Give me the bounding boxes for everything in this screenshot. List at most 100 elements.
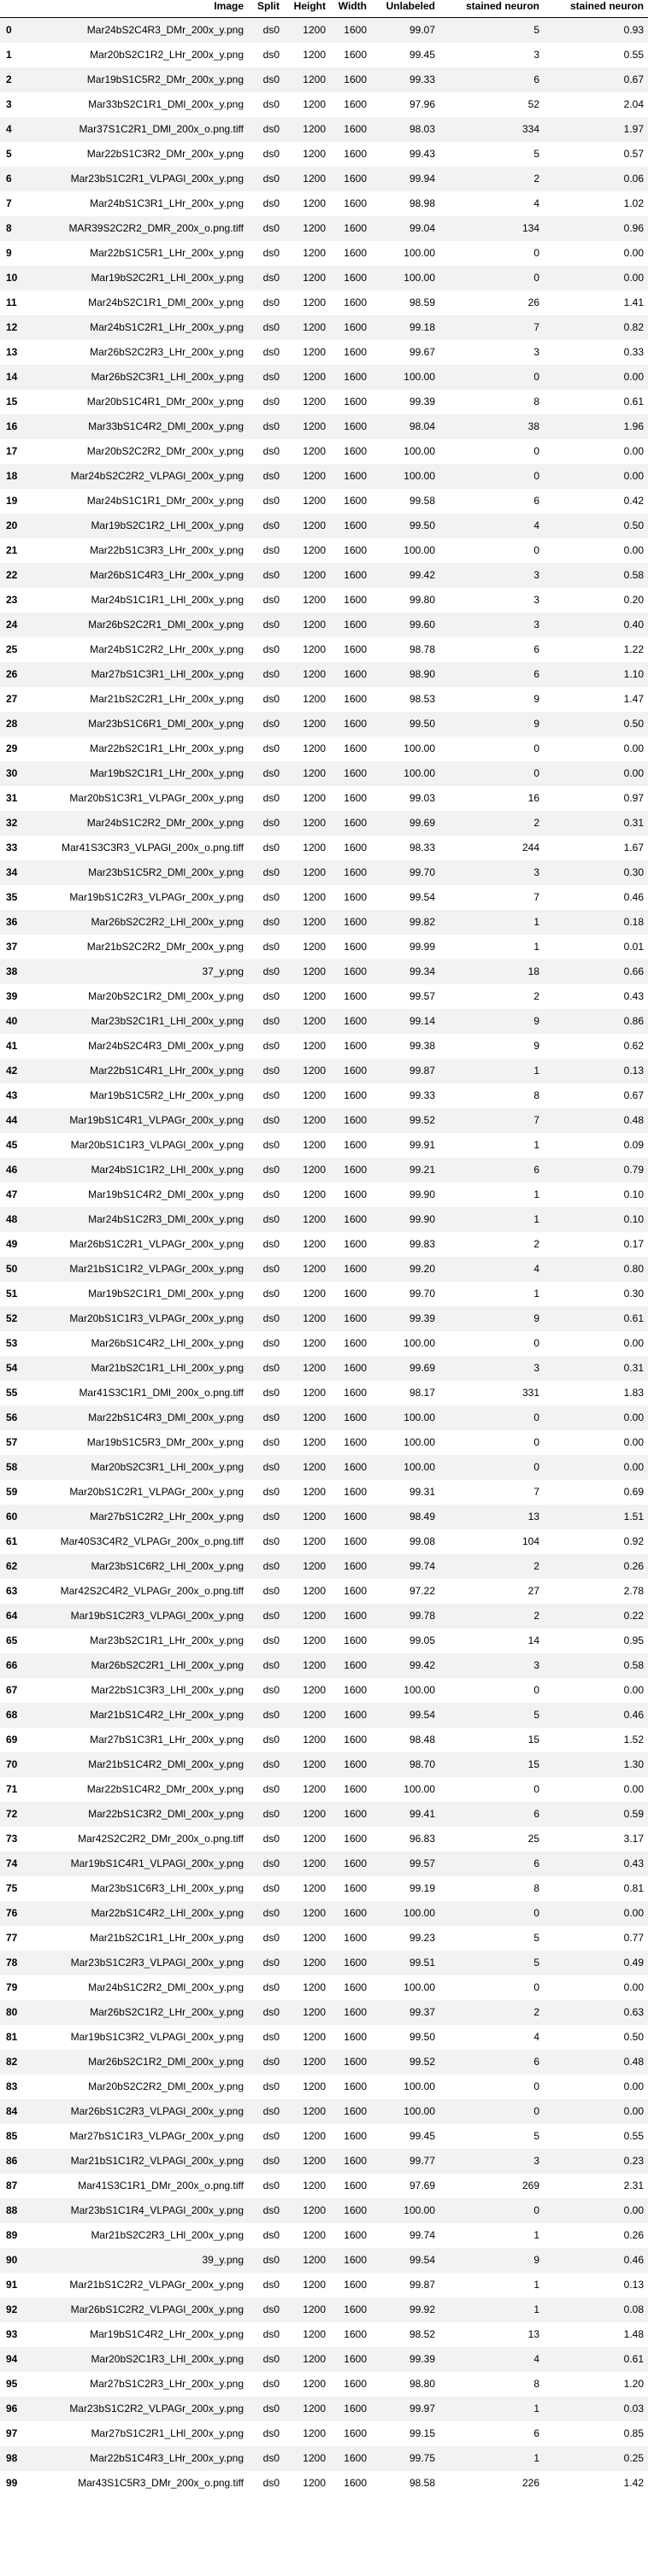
stained-neuron-count-cell: 6	[533, 1857, 539, 1869]
split-cell: ds0	[262, 569, 280, 581]
column-header-stained-neuron-percent: stained neuron	[569, 0, 644, 12]
split-cell: ds0	[262, 2080, 280, 2092]
table-row: 81 Mar19bS1C3R2_VLPAGl_200x_y.png ds0 1200 1…	[0, 2025, 648, 2050]
height-cell: 1200	[303, 2328, 326, 2340]
height-cell: 1200	[303, 445, 326, 457]
stained-neuron-count-cell: 13	[527, 1511, 539, 1523]
split-cell: ds0	[262, 1337, 280, 1349]
width-cell: 1600	[344, 123, 367, 135]
stained-neuron-count-cell: 0	[533, 2204, 539, 2216]
split-cell: ds0	[262, 123, 280, 135]
row-index: 87	[6, 2180, 18, 2192]
stained-neuron-count-cell: 1	[533, 2303, 539, 2315]
stained-neuron-count-cell: 9	[533, 1015, 539, 1027]
table-row: 21 Mar22bS1C3R3_LHr_200x_y.png ds0 1200 1600…	[0, 538, 648, 563]
stained-neuron-percent-cell: 0.10	[623, 1213, 644, 1225]
table-row: 13 Mar26bS2C2R3_LHr_200x_y.png ds0 1200 1600…	[0, 340, 648, 365]
table-row: 3 Mar33bS2C1R1_DMl_200x_y.png ds0 1200 1600 9…	[0, 92, 648, 117]
table-row: 57 Mar19bS1C5R3_DMr_200x_y.png ds0 1200 1600…	[0, 1430, 648, 1455]
image-cell: Mar26bS1C2R2_VLPAGl_200x_y.png	[70, 2303, 244, 2315]
row-index: 92	[6, 2303, 18, 2315]
width-cell: 1600	[344, 2155, 367, 2167]
stained-neuron-count-cell: 9	[533, 718, 539, 730]
width-cell: 1600	[344, 1882, 367, 1894]
width-cell: 1600	[344, 1436, 367, 1448]
unlabeled-cell: 99.57	[409, 1857, 435, 1869]
stained-neuron-percent-cell: 0.00	[623, 247, 644, 259]
table-row: 36 Mar26bS2C2R2_LHl_200x_y.png ds0 1200 1600…	[0, 910, 648, 935]
width-cell: 1600	[344, 842, 367, 854]
stained-neuron-percent-cell: 0.20	[623, 594, 644, 606]
split-cell: ds0	[262, 2328, 280, 2340]
height-cell: 1200	[303, 941, 326, 953]
split-cell: ds0	[262, 371, 280, 383]
unlabeled-cell: 99.03	[409, 792, 435, 804]
stained-neuron-percent-cell: 1.47	[623, 693, 644, 705]
row-index: 56	[6, 1411, 18, 1423]
image-cell: Mar24bS1C1R2_LHl_200x_y.png	[91, 1164, 244, 1176]
stained-neuron-count-cell: 4	[533, 519, 539, 531]
stained-neuron-count-cell: 26	[527, 296, 539, 308]
unlabeled-cell: 99.19	[409, 1882, 435, 1894]
height-cell: 1200	[303, 1585, 326, 1597]
unlabeled-cell: 99.04	[409, 222, 435, 234]
row-index: 43	[6, 1089, 18, 1101]
split-cell: ds0	[262, 2452, 280, 2464]
height-cell: 1200	[303, 1560, 326, 1572]
image-cell: Mar23bS1C6R2_LHl_200x_y.png	[91, 1560, 244, 1572]
image-cell: Mar22bS1C3R2_DMl_200x_y.png	[88, 1808, 244, 1820]
row-index: 45	[6, 1139, 18, 1151]
stained-neuron-percent-cell: 0.10	[623, 1188, 644, 1200]
stained-neuron-percent-cell: 0.26	[623, 1560, 644, 1572]
split-cell: ds0	[262, 1114, 280, 1126]
width-cell: 1600	[344, 2427, 367, 2439]
width-cell: 1600	[344, 1089, 367, 1101]
width-cell: 1600	[344, 1238, 367, 1250]
stained-neuron-percent-cell: 0.42	[623, 495, 644, 507]
height-cell: 1200	[303, 742, 326, 754]
row-index: 48	[6, 1213, 18, 1225]
row-index: 15	[6, 396, 18, 408]
split-cell: ds0	[262, 2180, 280, 2192]
width-cell: 1600	[344, 1387, 367, 1399]
table-row: 76 Mar22bS1C4R2_LHl_200x_y.png ds0 1200 1600…	[0, 1901, 648, 1926]
height-cell: 1200	[303, 1783, 326, 1795]
row-index: 95	[6, 2378, 18, 2390]
table-row: 56 Mar22bS1C4R3_DMl_200x_y.png ds0 1200 1600…	[0, 1405, 648, 1430]
stained-neuron-percent-cell: 2.04	[623, 98, 644, 110]
height-cell: 1200	[303, 247, 326, 259]
height-cell: 1200	[303, 197, 326, 209]
stained-neuron-count-cell: 4	[533, 2353, 539, 2365]
split-cell: ds0	[262, 2130, 280, 2142]
table-row: 11 Mar24bS2C1R1_DMl_200x_y.png ds0 1200 1600…	[0, 290, 648, 315]
table-row: 99 Mar43S1C5R3_DMr_200x_o.png.tiff ds0 1200…	[0, 2471, 648, 2496]
image-cell: Mar27bS1C1R3_VLPAGr_200x_y.png	[69, 2130, 244, 2142]
image-cell: Mar19bS1C5R2_DMr_200x_y.png	[86, 73, 244, 85]
stained-neuron-percent-cell: 0.81	[623, 1882, 644, 1894]
height-cell: 1200	[303, 495, 326, 507]
image-cell: Mar21bS2C2R2_DMr_200x_y.png	[86, 941, 244, 953]
height-cell: 1200	[303, 396, 326, 408]
unlabeled-cell: 99.42	[409, 1659, 435, 1671]
stained-neuron-count-cell: 2	[533, 817, 539, 829]
stained-neuron-count-cell: 0	[533, 1436, 539, 1448]
unlabeled-cell: 98.03	[409, 123, 435, 135]
width-cell: 1600	[344, 2056, 367, 2068]
image-cell: Mar24bS1C1R1_LHl_200x_y.png	[91, 594, 244, 606]
image-cell: Mar22bS1C3R3_LHl_200x_y.png	[91, 1684, 244, 1696]
unlabeled-cell: 99.69	[409, 817, 435, 829]
width-cell: 1600	[344, 544, 367, 556]
row-index: 55	[6, 1387, 18, 1399]
stained-neuron-percent-cell: 0.86	[623, 1015, 644, 1027]
image-cell: Mar26bS1C2R3_VLPAGl_200x_y.png	[70, 2105, 244, 2117]
width-cell: 1600	[344, 296, 367, 308]
image-cell: Mar26bS2C2R2_LHl_200x_y.png	[91, 916, 244, 928]
unlabeled-cell: 100.00	[404, 767, 435, 779]
row-index: 49	[6, 1238, 18, 1250]
table-row: 92 Mar26bS1C2R2_VLPAGl_200x_y.png ds0 1200 1…	[0, 2297, 648, 2322]
stained-neuron-percent-cell: 1.30	[623, 1758, 644, 1770]
table-row: 94 Mar20bS2C1R3_LHl_200x_y.png ds0 1200 1600…	[0, 2347, 648, 2372]
row-index: 54	[6, 1362, 18, 1374]
image-cell: Mar22bS1C3R2_DMr_200x_y.png	[86, 148, 244, 160]
stained-neuron-percent-cell: 0.23	[623, 2155, 644, 2167]
